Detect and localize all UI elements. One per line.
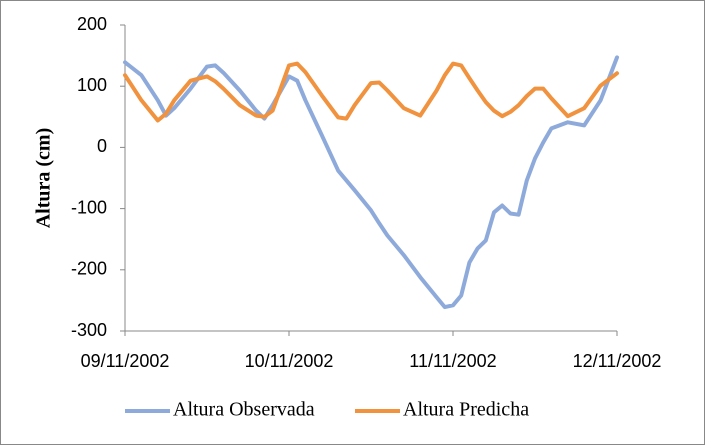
y-axis-label: Altura (cm): [33, 128, 55, 229]
legend-label: Altura Predicha: [403, 399, 529, 421]
x-tick-label: 11/11/2002: [409, 351, 496, 371]
y-tick-label: -200: [71, 259, 107, 279]
series-line: [123, 55, 619, 310]
series-line: [123, 61, 619, 123]
x-tick-label: 12/11/2002: [573, 351, 662, 371]
y-tick-label: 200: [77, 14, 107, 34]
y-tick-label: -300: [71, 320, 107, 340]
x-tick-label: 09/11/2002: [81, 351, 170, 371]
legend-label: Altura Observada: [173, 399, 315, 421]
y-tick-label: 0: [97, 136, 107, 156]
x-tick-label: 10/11/2002: [245, 351, 334, 371]
y-tick-label: -100: [71, 197, 107, 217]
y-tick-label: 100: [77, 75, 107, 95]
